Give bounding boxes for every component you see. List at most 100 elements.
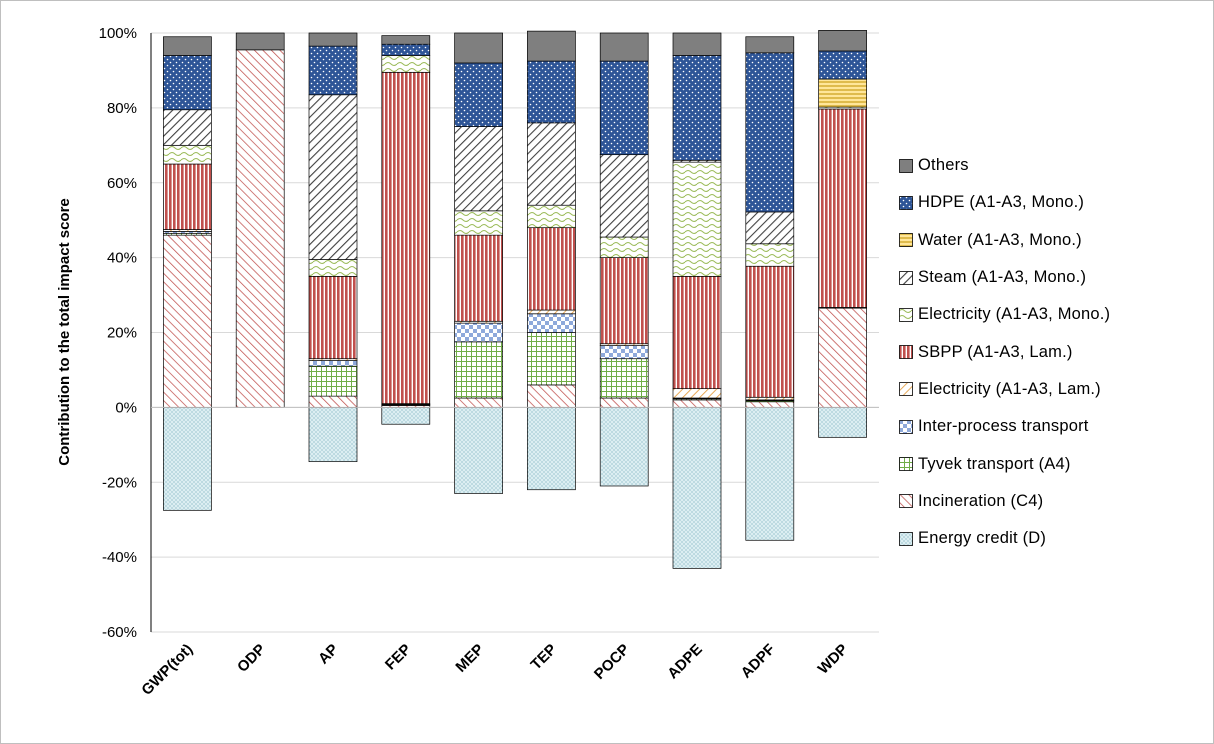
legend-label: Inter-process transport [918,417,1089,436]
bar-segment [599,358,649,399]
bar-segment [308,365,358,397]
x-tick-label: TEP [528,641,561,674]
bar-segment [527,309,576,315]
bar-segment [454,210,503,236]
bar-segment [235,32,285,51]
legend-item: Steam (A1-A3, Mono.) [899,259,1209,296]
legend-item: Electricity (A1-A3, Lam.) [899,371,1209,408]
legend-swatch [899,158,913,173]
bar-segment [381,35,431,45]
bar-segment [745,211,795,245]
bar-segment [235,49,285,408]
legend-label: Water (A1-A3, Mono.) [918,230,1082,249]
bar-segment [163,234,212,408]
legend-item: Inter-process transport [899,408,1209,445]
bar-segment [454,322,503,343]
bar-segment [163,36,212,56]
x-tick-label: ADPF [738,641,779,682]
legend-item: Tyvek transport (A4) [899,445,1209,482]
bar-segment [454,32,503,64]
bar-segment [163,109,212,146]
bar-segment [599,154,649,238]
bar-segment [454,62,503,127]
bar-segment [818,307,867,408]
x-tick-label: AP [315,641,342,668]
y-tick-label: -60% [102,624,137,641]
y-tick-label: 80% [107,100,137,117]
bar-segment [672,275,722,390]
bar-segment [308,32,358,47]
bar-segment [818,30,867,52]
bar-segment [745,407,795,541]
legend-swatch [899,307,913,322]
legend-swatch [899,531,913,546]
bar-segment [381,55,431,73]
bar-segment [527,204,576,229]
bar-segment [454,234,503,322]
bar-segment [745,52,795,213]
bar-segment [527,407,576,491]
legend-item: HDPE (A1-A3, Mono.) [899,184,1209,221]
bar-segment [527,122,576,206]
bars [163,30,867,569]
bar-segment [163,163,212,230]
bar-segment [599,60,649,156]
bar-segment [527,227,576,311]
legend-swatch [899,457,913,471]
bar-segment [672,407,722,569]
legend-item: Energy credit (D) [899,520,1209,557]
bar-segment [454,341,503,399]
bar-segment [454,126,503,212]
bar-segment [818,50,867,80]
bar-segment [599,407,649,487]
bar-segment [599,397,649,408]
bar-segment [745,243,795,267]
legend-label: Electricity (A1-A3, Lam.) [918,379,1101,398]
bar-segment [745,396,795,401]
bar-segment [672,161,722,277]
legend: Others HDPE (A1-A3, Mono.) Water (A1-A3, M… [899,147,1209,557]
legend-swatch [899,270,913,285]
x-tick-label: ADPE [664,641,705,682]
bar-segment [381,43,431,56]
legend-label: Incineration (C4) [918,491,1044,510]
legend-label: SBPP (A1-A3, Lam.) [918,342,1073,361]
bar-segment [745,36,795,54]
y-tick-label: -40% [102,549,137,566]
bar-segment [381,407,431,425]
bar-segment [308,407,358,463]
x-tick-label: ODP [234,641,269,676]
bar-segment [454,407,503,494]
legend-label: HDPE (A1-A3, Mono.) [918,193,1085,212]
bar-segment [308,360,358,367]
legend-label: Steam (A1-A3, Mono.) [918,268,1087,287]
y-tick-label: -20% [102,474,137,491]
bar-segment [818,108,867,308]
legend-label: Energy credit (D) [918,529,1047,548]
y-tick-label: 0% [115,399,137,416]
bar-segment [527,332,576,386]
bar-segment [672,32,722,56]
bar-segment [527,60,576,124]
bar-segment [818,407,867,438]
legend-item: Water (A1-A3, Mono.) [899,222,1209,259]
bar-segment [599,32,649,62]
bar-segment [308,275,358,360]
y-tick-label: 100% [99,25,137,42]
bar-segment [818,78,867,108]
bar-segment [381,71,431,404]
bar-segment [527,384,576,408]
legend-swatch [899,345,913,360]
y-tick-label: 20% [107,325,137,342]
bar-segment [745,401,795,408]
legend-item: SBPP (A1-A3, Lam.) [899,333,1209,370]
y-axis-title: Contribution to the total impact score [56,198,73,466]
bar-segment [527,313,576,333]
legend-swatch [899,419,913,434]
x-tick-label: MEP [452,641,487,676]
bar-segment [599,257,649,345]
y-tick-label: 40% [107,250,137,267]
bar-segment [163,407,212,511]
